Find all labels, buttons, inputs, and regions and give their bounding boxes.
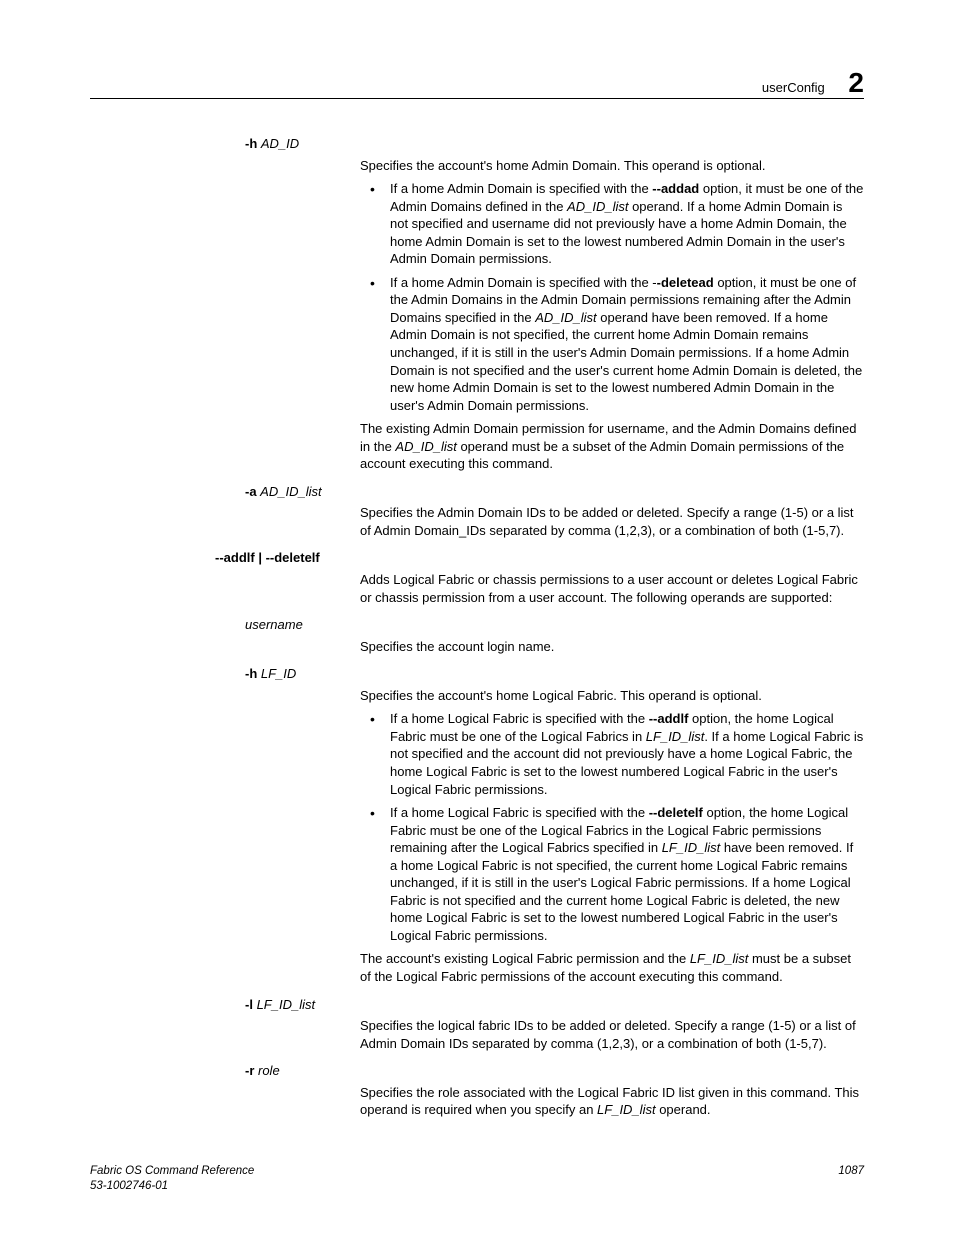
term-bold: -l [245, 997, 257, 1012]
definition-body: Adds Logical Fabric or chassis permissio… [360, 571, 864, 610]
term-italic: AD_ID_list [260, 484, 321, 499]
definition-intro: Specifies the account's home Logical Fab… [360, 687, 864, 705]
definition-row: Specifies the account's home Admin Domai… [90, 157, 864, 477]
definition-row: -h LF_ID [90, 665, 864, 683]
bullet-list: If a home Admin Domain is specified with… [360, 180, 864, 414]
definition-term: -l LF_ID_list [90, 996, 360, 1014]
term-bold: -h [245, 666, 261, 681]
inline-italic: LF_ID_list [690, 951, 749, 966]
definition-body: Specifies the logical fabric IDs to be a… [360, 1017, 864, 1056]
definition-row: username [90, 616, 864, 634]
definition-row: Adds Logical Fabric or chassis permissio… [90, 571, 864, 610]
definition-block: --addlf | --deletelf Adds Logical Fabric … [90, 549, 864, 610]
definition-row: Specifies the account login name. [90, 638, 864, 660]
definition-body: Specifies the account's home Admin Domai… [360, 157, 864, 477]
bullet-item: If a home Logical Fabric is specified wi… [360, 804, 864, 944]
term-italic: LF_ID [261, 666, 296, 681]
inline-italic: AD_ID_list [535, 310, 600, 325]
definition-block: -h AD_IDSpecifies the account's home Adm… [90, 135, 864, 477]
definition-row: Specifies the account's home Logical Fab… [90, 687, 864, 990]
inline-bold: --addlf [649, 711, 689, 726]
definition-row: -a AD_ID_list [90, 483, 864, 501]
term-bold: -r [245, 1063, 258, 1078]
definition-intro: Specifies the logical fabric IDs to be a… [360, 1017, 864, 1052]
definition-row: -l LF_ID_list [90, 996, 864, 1014]
definition-block: -r roleSpecifies the role associated wit… [90, 1062, 864, 1123]
header-chapter: 2 [848, 64, 864, 102]
definition-block: -a AD_ID_listSpecifies the Admin Domain … [90, 483, 864, 544]
definition-row: -h AD_ID [90, 135, 864, 153]
term-italic: username [245, 617, 303, 632]
term-italic: LF_ID_list [257, 997, 316, 1012]
inline-italic: LF_ID_list [597, 1102, 656, 1117]
bullet-item: If a home Logical Fabric is specified wi… [360, 710, 864, 798]
footer-page: 1087 [838, 1164, 864, 1195]
term-italic: AD_ID [261, 136, 299, 151]
definition-intro: Specifies the Admin Domain IDs to be add… [360, 504, 864, 539]
definition-intro: Specifies the role associated with the L… [360, 1084, 864, 1119]
definition-term: --addlf | --deletelf [90, 549, 360, 567]
definition-body: Specifies the role associated with the L… [360, 1084, 864, 1123]
term-italic: role [258, 1063, 280, 1078]
definition-after: The existing Admin Domain permission for… [360, 420, 864, 473]
inline-italic: AD_ID_list [567, 199, 628, 214]
definition-intro: Specifies the account's home Admin Domai… [360, 157, 864, 175]
definition-term: -r role [90, 1062, 360, 1080]
inline-italic: LF_ID_list [646, 729, 705, 744]
footer-doc-title: Fabric OS Command Reference [90, 1165, 254, 1177]
definition-row: Specifies the Admin Domain IDs to be add… [90, 504, 864, 543]
definition-term: -a AD_ID_list [90, 483, 360, 501]
page-footer: Fabric OS Command Reference 53-1002746-0… [90, 1164, 864, 1195]
term-bold: --addlf | --deletelf [215, 550, 320, 565]
bullet-item: If a home Admin Domain is specified with… [360, 180, 864, 268]
definition-block: -l LF_ID_listSpecifies the logical fabri… [90, 996, 864, 1057]
page-header: userConfig 2 [762, 64, 864, 102]
inline-italic: AD_ID_list [395, 439, 456, 454]
definition-intro: Specifies the account login name. [360, 638, 864, 656]
footer-doc-id: 53-1002746-01 [90, 1180, 168, 1192]
definition-term: -h LF_ID [90, 665, 360, 683]
footer-left: Fabric OS Command Reference 53-1002746-0… [90, 1164, 254, 1195]
definition-after: The account's existing Logical Fabric pe… [360, 950, 864, 985]
term-bold: -h [245, 136, 261, 151]
definition-block: -h LF_IDSpecifies the account's home Log… [90, 665, 864, 989]
definition-body: Specifies the Admin Domain IDs to be add… [360, 504, 864, 543]
inline-bold: --addad [652, 181, 699, 196]
definition-body: Specifies the account's home Logical Fab… [360, 687, 864, 990]
inline-bold: -deletead [657, 275, 714, 290]
definition-term: -h AD_ID [90, 135, 360, 153]
definition-body: Specifies the account login name. [360, 638, 864, 660]
definition-block: username Specifies the account login name… [90, 616, 864, 659]
header-rule [90, 98, 864, 99]
inline-bold: --deletelf [649, 805, 703, 820]
content-area: -h AD_IDSpecifies the account's home Adm… [90, 135, 864, 1129]
definition-row: -r role [90, 1062, 864, 1080]
definition-intro: Adds Logical Fabric or chassis permissio… [360, 571, 864, 606]
bullet-item: If a home Admin Domain is specified with… [360, 274, 864, 414]
term-bold: -a [245, 484, 260, 499]
definition-term: username [90, 616, 360, 634]
definition-row: --addlf | --deletelf [90, 549, 864, 567]
definition-row: Specifies the role associated with the L… [90, 1084, 864, 1123]
bullet-list: If a home Logical Fabric is specified wi… [360, 710, 864, 944]
inline-italic: LF_ID_list [662, 840, 721, 855]
definition-row: Specifies the logical fabric IDs to be a… [90, 1017, 864, 1056]
header-title: userConfig [762, 79, 825, 97]
